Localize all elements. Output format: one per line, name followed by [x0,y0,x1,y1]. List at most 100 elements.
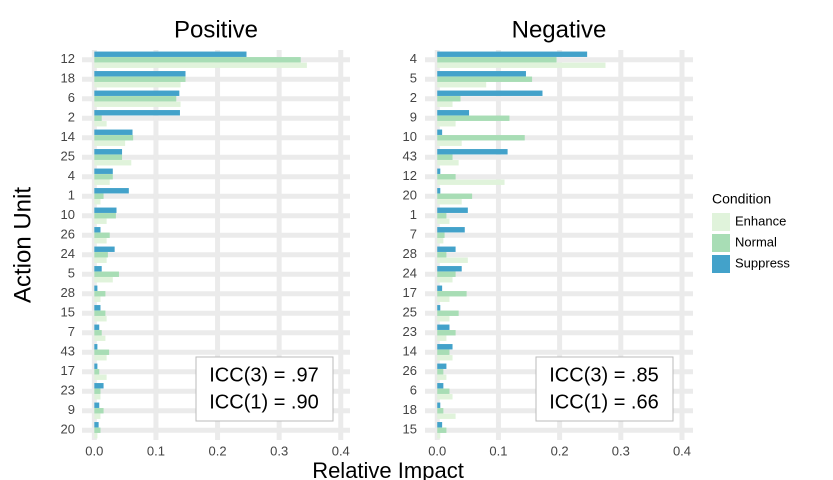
bar [437,310,459,316]
panel-title: Positive [174,16,258,43]
bar [94,388,101,394]
bar [437,408,444,414]
bar [94,149,123,155]
x-tick-label: 0.2 [551,443,569,458]
bar [94,96,177,102]
bar [437,257,468,263]
bar [437,149,508,155]
bar [94,71,186,77]
bar [94,188,129,194]
bar [94,62,307,68]
x-tick-label: 0.0 [428,443,446,458]
bar [94,335,106,341]
y-tick-label: 10 [61,207,75,222]
bar [437,388,450,394]
bar [94,252,108,258]
legend-label: Suppress [735,255,790,270]
y-tick-label: 9 [410,110,417,125]
bar [94,207,117,213]
bar [437,135,525,141]
bar [94,422,99,428]
bar [94,115,102,121]
bar [94,232,110,238]
bar [437,383,444,389]
bar [437,344,453,350]
bar [437,324,450,330]
bar [437,90,543,96]
y-tick-label: 12 [61,51,75,66]
bar [94,277,113,283]
bar [437,179,505,185]
bar [94,193,104,199]
annotation-box [535,356,674,422]
y-tick-label: 17 [403,285,417,300]
annotation: ICC(1) = .66 [549,391,658,413]
x-tick-label: 0.4 [673,443,691,458]
y-tick-label: 25 [61,149,75,164]
bar [437,238,444,244]
bar [94,408,104,414]
bar [94,402,100,408]
bar [437,374,447,380]
x-tick-label: 0.4 [332,443,350,458]
y-tick-label: 1 [68,188,75,203]
bar [437,266,462,272]
y-tick-label: 2 [68,110,75,125]
bar [437,316,450,322]
bar [437,394,453,400]
bar [437,218,450,224]
legend-key [712,213,730,231]
y-tick-label: 2 [410,90,417,105]
bar [94,168,113,174]
bar [94,154,123,160]
bar [437,110,470,116]
bar [437,277,453,283]
y-tick-label: 28 [61,285,75,300]
y-tick-label: 6 [68,90,75,105]
bar [437,115,510,121]
y-tick-label: 5 [68,266,75,281]
bar [437,252,447,258]
bar [94,82,181,88]
bar [94,76,186,82]
bar [94,179,110,185]
bar [94,394,101,400]
y-tick-label: 18 [61,71,75,86]
bar [94,218,107,224]
bar [437,129,443,135]
y-tick-label: 6 [410,383,417,398]
bar [437,213,447,219]
legend-label: Enhance [735,213,786,228]
annotation-box [195,356,334,422]
bar [437,160,459,166]
y-tick-label: 4 [68,168,75,183]
bar [437,413,456,419]
bar [94,110,180,116]
y-tick-label: 17 [61,363,75,378]
x-tick-label: 0.1 [147,443,165,458]
bar [437,140,462,146]
bar [94,160,132,166]
bar [437,232,445,238]
bar [94,121,107,127]
legend-key [712,255,730,273]
x-tick-label: 0.2 [209,443,227,458]
y-tick-label: 43 [61,344,75,359]
y-tick-label: 7 [410,227,417,242]
bar [437,296,450,302]
bar [437,285,443,291]
bar [94,363,98,369]
bar [437,207,468,213]
bar [437,62,606,68]
bar [437,71,526,77]
bar [94,90,180,96]
bar [94,140,126,146]
y-tick-label: 20 [403,188,417,203]
x-axis-title: Relative Impact [312,458,464,480]
y-tick-label: 18 [403,402,417,417]
bar [94,427,101,433]
bar [94,374,107,380]
bar [94,213,116,219]
bar [437,402,441,408]
y-tick-label: 24 [61,246,75,261]
